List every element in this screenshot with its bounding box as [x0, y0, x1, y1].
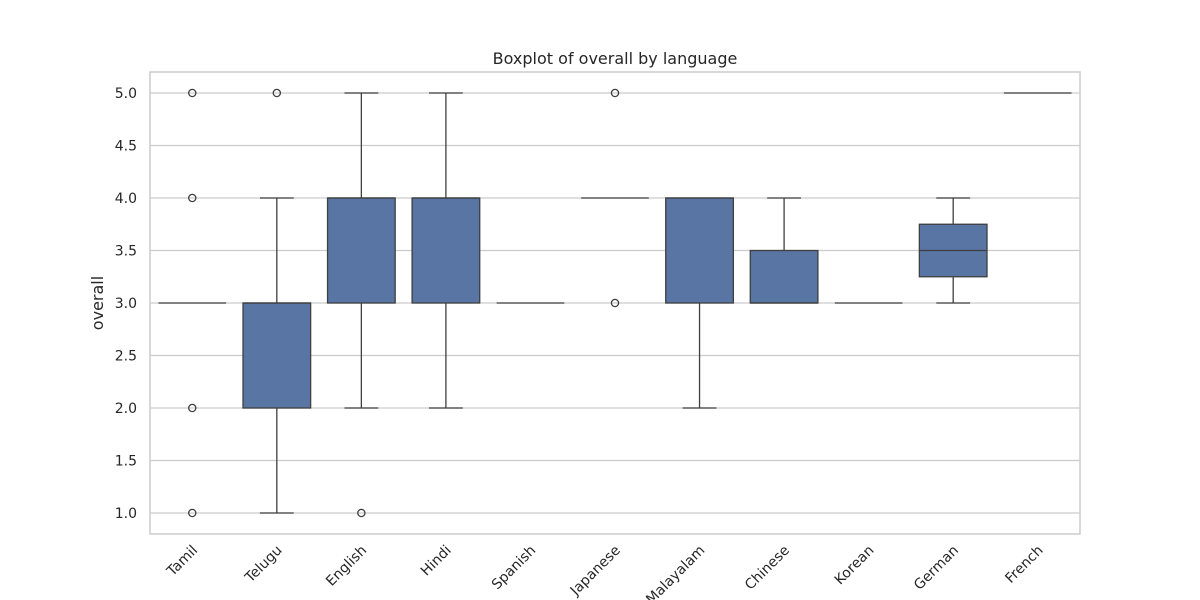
- box-group-english: [326, 92, 396, 518]
- y-tick-label: 4.0: [115, 191, 137, 207]
- outlier-point: [188, 508, 197, 518]
- x-tick-label: Telugu: [242, 543, 286, 587]
- y-tick-label: 3.0: [115, 296, 137, 312]
- x-tick-label: German: [911, 543, 962, 594]
- outlier-point: [610, 298, 620, 308]
- y-tick-label: 5.0: [115, 86, 137, 102]
- boxes: [158, 88, 1072, 518]
- x-tick-label: Tamil: [163, 543, 201, 581]
- outlier-point: [188, 403, 197, 413]
- x-tick-label: Spanish: [489, 543, 539, 593]
- y-tick-label: 3.5: [115, 244, 137, 260]
- box-group-japanese: [581, 88, 649, 308]
- chart-title: Boxplot of overall by language: [493, 49, 738, 68]
- x-tick-label: English: [323, 543, 370, 590]
- box-group-chinese: [749, 197, 819, 304]
- y-tick-label: 1.0: [115, 506, 137, 522]
- box-group-german: [918, 197, 988, 304]
- outlier-point: [188, 193, 197, 203]
- y-tick-label: 4.5: [115, 139, 137, 155]
- box-iqr: [665, 197, 735, 304]
- box-iqr: [749, 249, 819, 304]
- y-axis-label: overall: [88, 276, 107, 330]
- x-tick-label: Malayalam: [643, 543, 708, 600]
- box-group-hindi: [411, 92, 481, 409]
- outlier-point: [610, 88, 620, 98]
- box-group-tamil: [158, 88, 227, 518]
- box-iqr: [411, 197, 481, 304]
- box-iqr: [326, 197, 396, 304]
- outlier-point: [188, 88, 197, 98]
- x-tick-label: Japanese: [567, 543, 624, 600]
- outlier-point: [272, 88, 282, 98]
- outlier-point: [357, 508, 366, 518]
- x-tick-label: Chinese: [742, 543, 793, 594]
- box-iqr: [242, 302, 312, 409]
- y-tick-label: 2.0: [115, 401, 137, 417]
- box-group-malayalam: [665, 197, 735, 409]
- x-tick-label: Korean: [832, 543, 878, 589]
- y-tick-label: 1.5: [115, 454, 137, 470]
- plot-frame: [149, 71, 1081, 535]
- x-tick-label: French: [1002, 543, 1046, 587]
- x-tick-label: Hindi: [418, 543, 455, 580]
- y-tick-label: 2.5: [115, 349, 137, 365]
- box-group-telugu: [242, 88, 312, 514]
